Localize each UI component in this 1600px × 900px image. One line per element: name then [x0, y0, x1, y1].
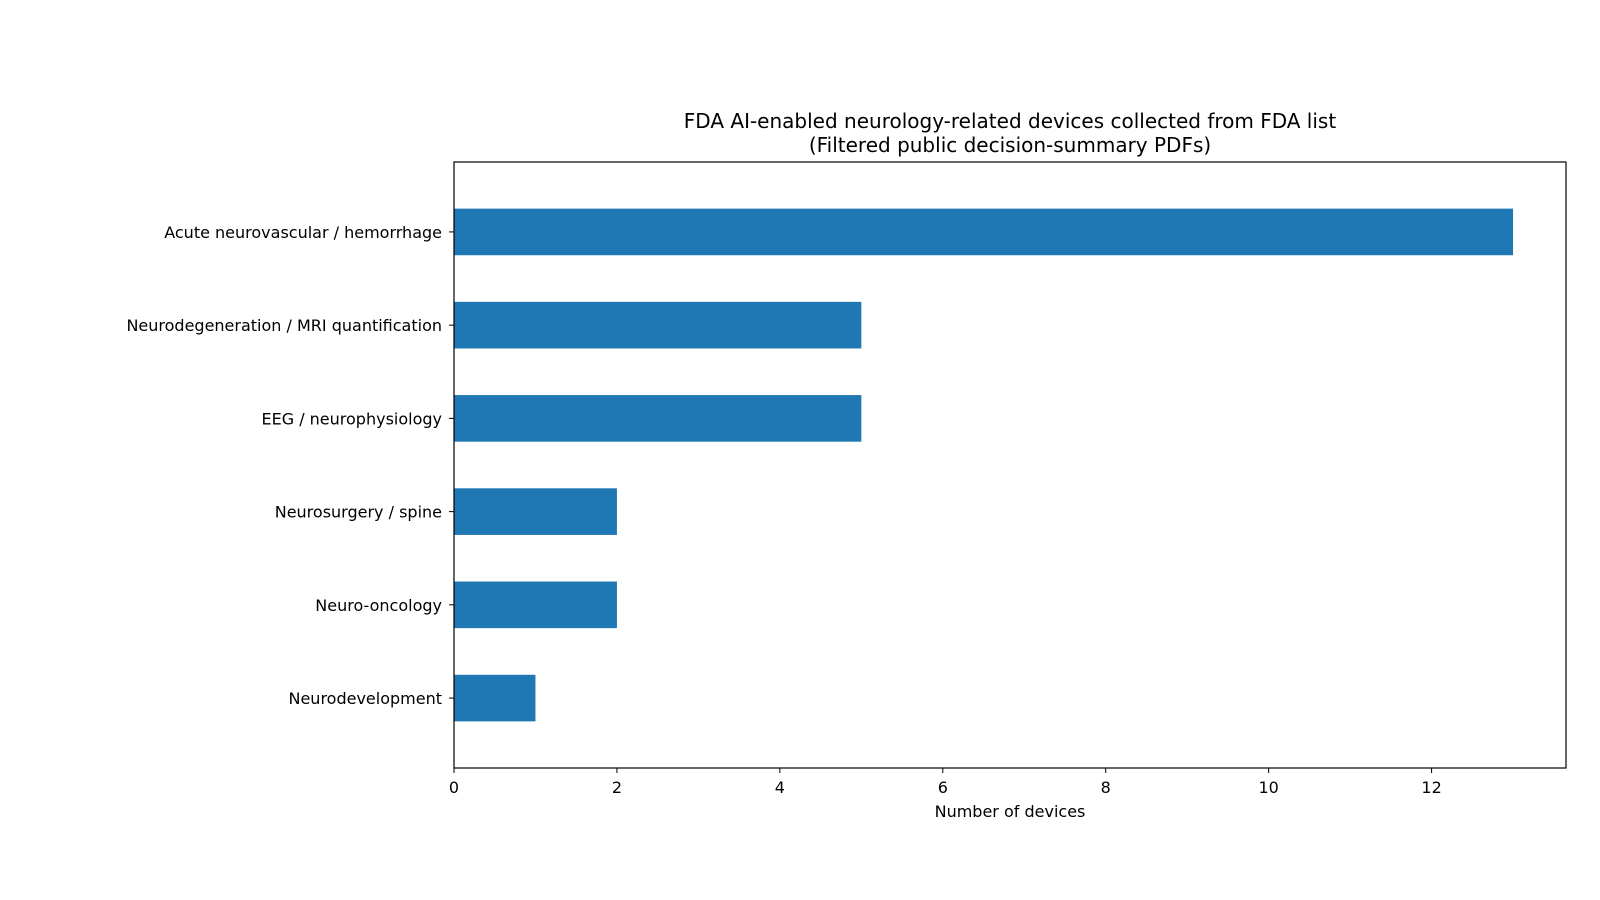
- x-axis-label: Number of devices: [935, 802, 1086, 821]
- y-tick-label: EEG / neurophysiology: [261, 409, 442, 428]
- bar: [454, 581, 617, 629]
- x-tick-label: 2: [612, 778, 622, 797]
- bar: [454, 301, 862, 349]
- chart-title: FDA AI-enabled neurology-related devices…: [684, 109, 1337, 133]
- y-axis-ticks: Acute neurovascular / hemorrhage Neurodeg…: [126, 223, 454, 708]
- x-tick-label: 8: [1101, 778, 1111, 797]
- y-tick-label: Neurodegeneration / MRI quantification: [126, 316, 442, 335]
- bar: [454, 208, 1514, 256]
- x-axis-ticks: 0 2 4 6 8 10 12: [449, 768, 1442, 797]
- chart-subtitle: (Filtered public decision-summary PDFs): [809, 133, 1211, 157]
- y-tick-label: Neurodevelopment: [288, 689, 442, 708]
- bar: [454, 395, 862, 442]
- plot-frame: [453, 161, 1567, 769]
- x-tick-label: 12: [1421, 778, 1441, 797]
- bar: [454, 488, 617, 535]
- bar: [454, 674, 536, 722]
- x-tick-label: 0: [449, 778, 459, 797]
- x-tick-label: 10: [1258, 778, 1278, 797]
- y-tick-label: Neuro-oncology: [315, 596, 442, 615]
- y-tick-label: Neurosurgery / spine: [275, 503, 442, 522]
- x-tick-label: 4: [775, 778, 785, 797]
- bars-group: [454, 208, 1514, 722]
- y-tick-label: Acute neurovascular / hemorrhage: [164, 223, 442, 242]
- x-tick-label: 6: [938, 778, 948, 797]
